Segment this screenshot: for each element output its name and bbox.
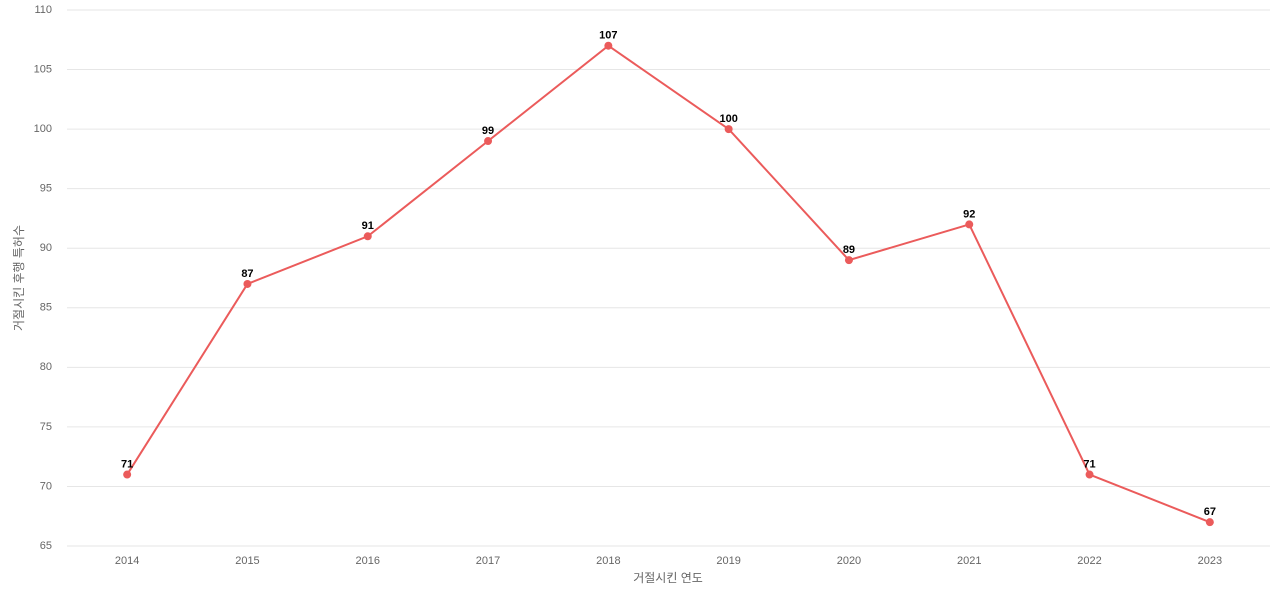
point [724, 125, 733, 134]
y-tick-label: 75 [40, 421, 52, 433]
point [844, 256, 853, 265]
point [243, 279, 252, 288]
x-tick-label: 2015 [235, 555, 259, 567]
x-tick-label: 2017 [476, 555, 500, 567]
x-tick-label: 2016 [356, 555, 380, 567]
data-label: 91 [362, 220, 374, 232]
x-tick-label: 2020 [837, 555, 861, 567]
data-label: 89 [843, 244, 855, 256]
x-tick-label: 2018 [596, 555, 620, 567]
y-tick-label: 100 [34, 123, 52, 135]
data-label: 87 [241, 268, 253, 280]
y-tick-label: 90 [40, 242, 52, 254]
data-label: 99 [482, 125, 494, 137]
x-axis-title: 거절시킨 연도 [633, 571, 703, 585]
data-label: 71 [1083, 458, 1095, 470]
y-tick-label: 80 [40, 361, 52, 373]
x-tick-label: 2014 [115, 555, 139, 567]
data-label: 67 [1204, 506, 1216, 518]
data-label: 107 [599, 30, 617, 42]
data-label: 100 [719, 113, 737, 125]
point [965, 220, 974, 229]
y-tick-label: 110 [34, 4, 52, 16]
x-tick-label: 2023 [1198, 555, 1222, 567]
x-tick-label: 2019 [716, 555, 740, 567]
y-tick-label: 70 [40, 480, 52, 492]
point [1205, 518, 1214, 527]
data-label: 92 [963, 208, 975, 220]
y-tick-label: 95 [40, 183, 52, 195]
y-axis-title: 거절시킨 후행 특허수 [11, 225, 26, 331]
line [126, 44, 1211, 524]
point [484, 137, 493, 146]
point [363, 232, 372, 241]
x-tick-label: 2022 [1077, 555, 1101, 567]
y-tick-label: 65 [40, 540, 52, 552]
y-tick-label: 85 [40, 302, 52, 314]
point [123, 470, 132, 479]
point [1085, 470, 1094, 479]
data-label: 71 [121, 458, 133, 470]
y-tick-label: 105 [34, 63, 52, 75]
point [604, 41, 613, 50]
x-tick-label: 2021 [957, 555, 981, 567]
